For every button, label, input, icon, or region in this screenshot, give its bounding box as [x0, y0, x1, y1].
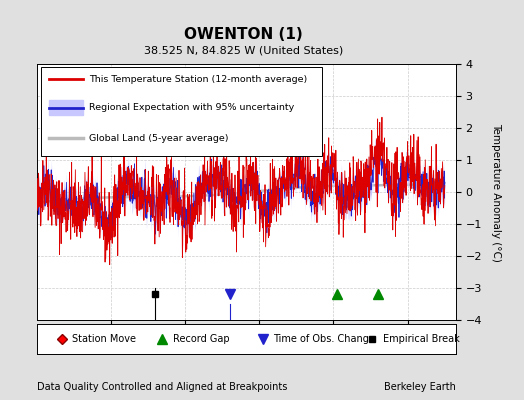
Text: This Temperature Station (12-month average): This Temperature Station (12-month avera…	[89, 75, 308, 84]
Text: Empirical Break: Empirical Break	[383, 334, 459, 344]
Text: Berkeley Earth: Berkeley Earth	[384, 382, 456, 392]
Text: 38.525 N, 84.825 W (United States): 38.525 N, 84.825 W (United States)	[144, 45, 343, 55]
Bar	[41, 66, 322, 156]
Text: OWENTON (1): OWENTON (1)	[184, 27, 303, 42]
Text: Record Gap: Record Gap	[173, 334, 230, 344]
Y-axis label: Temperature Anomaly (°C): Temperature Anomaly (°C)	[492, 122, 501, 262]
Text: Time of Obs. Change: Time of Obs. Change	[274, 334, 375, 344]
Text: Data Quality Controlled and Aligned at Breakpoints: Data Quality Controlled and Aligned at B…	[37, 382, 287, 392]
Text: Global Land (5-year average): Global Land (5-year average)	[89, 134, 228, 143]
Text: Station Move: Station Move	[72, 334, 136, 344]
Text: Regional Expectation with 95% uncertainty: Regional Expectation with 95% uncertaint…	[89, 103, 294, 112]
